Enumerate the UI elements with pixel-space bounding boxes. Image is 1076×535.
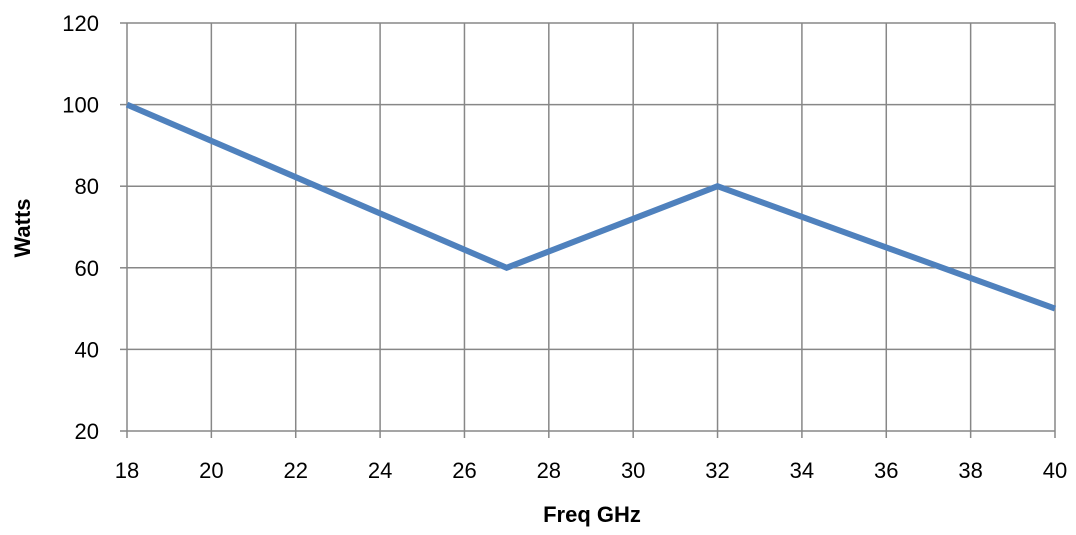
x-tick-label: 34 <box>790 458 814 483</box>
grid <box>127 22 1056 432</box>
y-tick-label: 20 <box>75 419 99 444</box>
y-tick-label: 80 <box>75 174 99 199</box>
x-tick-label: 32 <box>705 458 729 483</box>
x-tick-label: 18 <box>115 458 139 483</box>
x-tick-label: 36 <box>874 458 898 483</box>
y-tick-label: 60 <box>75 256 99 281</box>
series-layer <box>125 101 1057 312</box>
y-tick-labels: 20 40 60 80 100 120 <box>62 11 99 444</box>
x-tick-label: 26 <box>452 458 476 483</box>
y-tick-label: 120 <box>62 11 99 36</box>
x-tick-label: 20 <box>199 458 223 483</box>
x-tick-label: 30 <box>621 458 645 483</box>
y-axis-title: Watts <box>10 198 35 257</box>
y-tick-label: 40 <box>75 337 99 362</box>
x-tick-label: 38 <box>958 458 982 483</box>
x-tick-label: 28 <box>537 458 561 483</box>
x-tick-label: 22 <box>283 458 307 483</box>
x-tick-labels: 18 20 22 24 26 28 30 32 34 36 38 40 <box>115 458 1067 483</box>
axes <box>120 22 1056 438</box>
series-line <box>125 101 1057 312</box>
x-tick-label: 40 <box>1043 458 1067 483</box>
x-tick-label: 24 <box>368 458 392 483</box>
y-tick-label: 100 <box>62 93 99 118</box>
x-axis-title: Freq GHz <box>543 502 641 527</box>
